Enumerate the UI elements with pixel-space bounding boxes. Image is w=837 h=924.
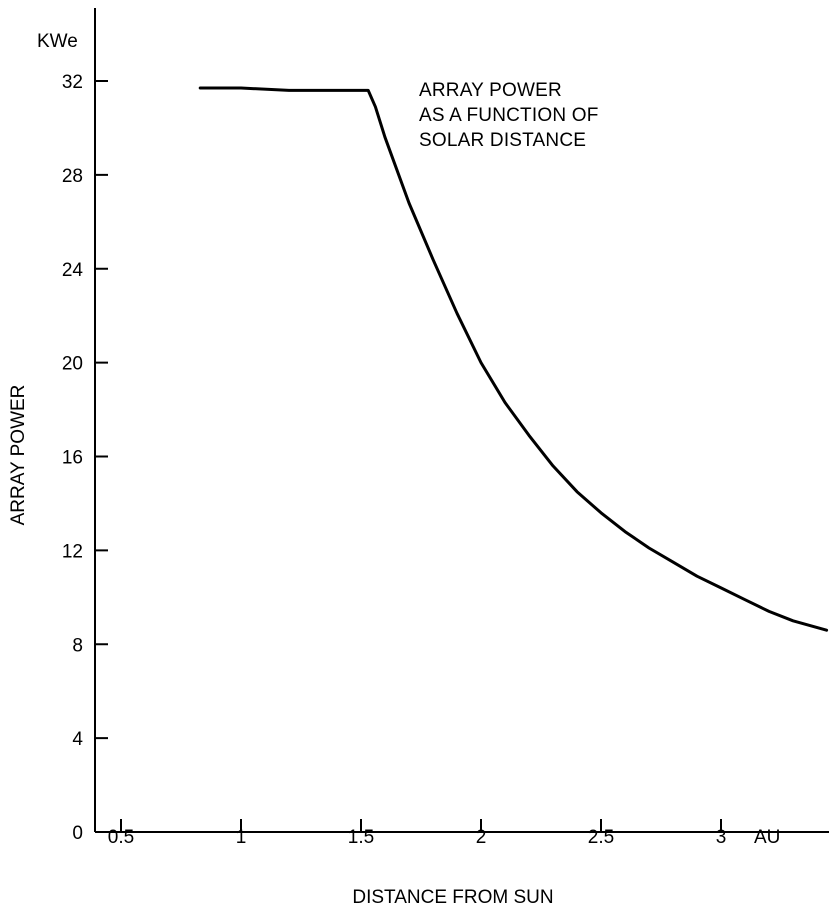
x-tick-label: 2.5: [588, 827, 614, 848]
chart-annotation: ARRAY POWER AS A FUNCTION OF SOLAR DISTA…: [419, 80, 599, 151]
x-tick-label: 3: [716, 827, 727, 848]
y-tick-label: 32: [62, 72, 83, 93]
y-tick-label: 16: [62, 448, 83, 469]
y-tick-label: 24: [62, 260, 84, 281]
y-tick-label: 4: [72, 729, 83, 750]
y-ticks: 0 4 8 12 16 20 24 28 32: [62, 72, 108, 844]
axes: [94, 8, 829, 833]
x-tick-label: 2: [476, 827, 487, 848]
y-unit-label: KWe: [37, 31, 78, 52]
y-axis-title: ARRAY POWER: [8, 385, 29, 526]
annotation-line-3: SOLAR DISTANCE: [419, 130, 586, 151]
y-tick-label: 20: [62, 354, 83, 375]
x-tick-label: 1: [236, 827, 247, 848]
y-tick-label: 0: [72, 823, 83, 844]
annotation-line-1: ARRAY POWER: [419, 80, 562, 101]
x-ticks: 0.5 1 1.5 2 2.5 3: [108, 819, 727, 848]
x-unit-label: AU: [754, 827, 780, 848]
array-power-curve: [198, 86, 829, 632]
y-tick-label: 28: [62, 166, 83, 187]
x-tick-label: 0.5: [108, 827, 134, 848]
y-tick-label: 8: [72, 635, 83, 656]
annotation-line-2: AS A FUNCTION OF: [419, 105, 599, 126]
x-axis-title: DISTANCE FROM SUN: [352, 887, 553, 908]
x-tick-label: 1.5: [348, 827, 374, 848]
y-tick-label: 12: [62, 541, 83, 562]
